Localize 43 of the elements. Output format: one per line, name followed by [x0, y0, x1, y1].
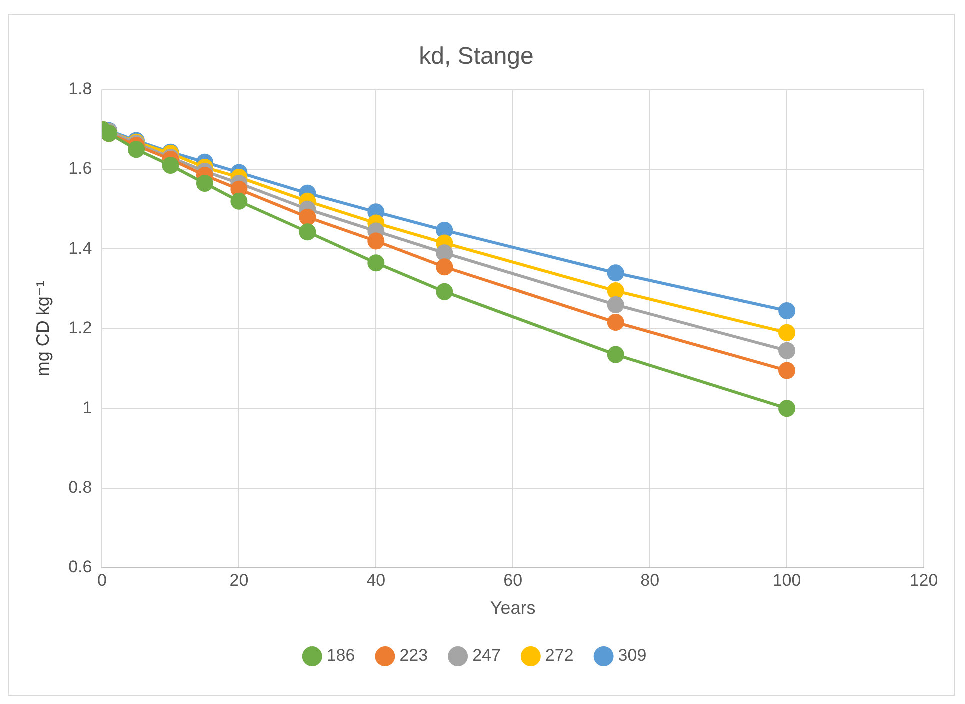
point: [299, 224, 316, 241]
x-tick-label: 0: [98, 570, 107, 590]
y-tick-label: 1.6: [68, 159, 92, 178]
point: [607, 296, 624, 314]
x-tick-label: 40: [366, 570, 386, 590]
point: [299, 208, 316, 226]
point: [778, 324, 796, 342]
y-tick-label: 1: [82, 398, 92, 418]
y-tick-label: 1.4: [68, 238, 92, 258]
x-tick-label: 80: [640, 570, 660, 590]
point: [436, 283, 454, 300]
point: [196, 174, 214, 192]
x-tick-label: 60: [504, 570, 523, 590]
point: [607, 282, 624, 300]
y-tick-label: 0.6: [68, 558, 92, 577]
x-axis-title: Years: [490, 598, 536, 618]
y-tick-label: 0.8: [68, 478, 92, 497]
point: [162, 157, 180, 174]
point: [778, 362, 796, 380]
x-tick-label: 120: [910, 570, 938, 590]
point: [128, 141, 145, 158]
chart-title: kd, Stange: [419, 43, 534, 70]
legend-label: 223: [400, 646, 428, 666]
point: [368, 232, 385, 250]
point: [230, 192, 248, 210]
x-tick-label: 20: [230, 570, 249, 590]
legend-label: 186: [326, 646, 356, 666]
point: [778, 302, 796, 320]
point: [436, 244, 454, 262]
point: [607, 264, 624, 282]
y-tick-label: 1.8: [68, 79, 92, 98]
point: [607, 314, 624, 332]
point: [778, 342, 796, 360]
x-tick-label: 100: [772, 570, 802, 590]
legend-label: 272: [545, 646, 574, 666]
point: [778, 400, 796, 418]
legend-label: 247: [472, 646, 501, 666]
point: [607, 346, 624, 364]
point: [368, 254, 385, 272]
y-tick-label: 1.2: [68, 318, 92, 338]
point: [436, 258, 454, 276]
legend-label: 309: [618, 646, 647, 666]
y-axis-title: mg CD kg⁻¹: [32, 281, 53, 377]
